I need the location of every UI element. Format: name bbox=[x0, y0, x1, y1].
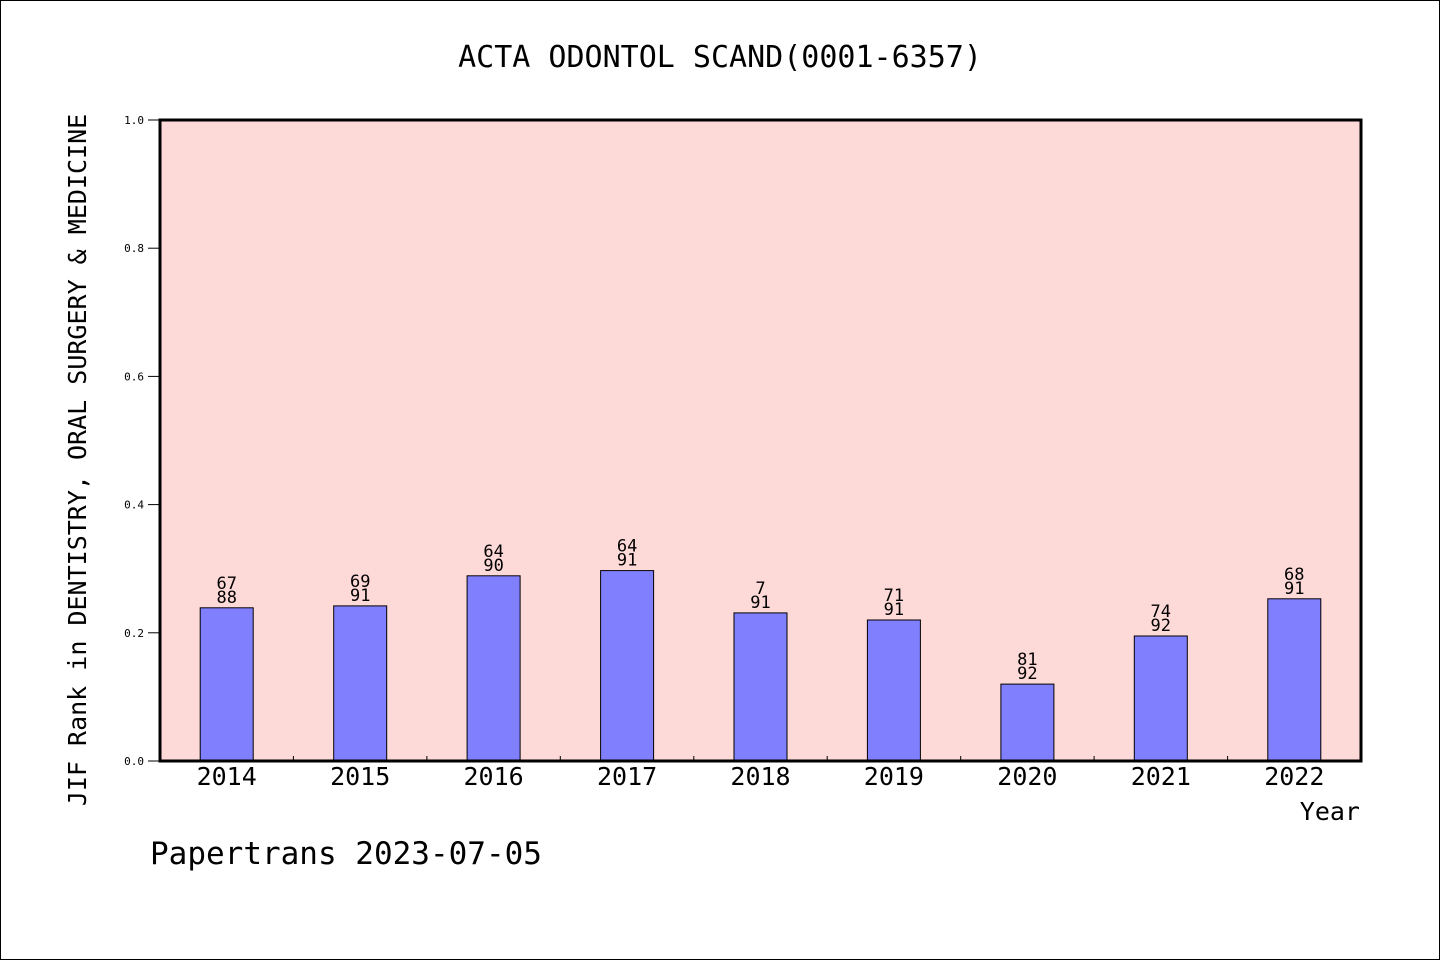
x-tick-label-2014: 2014 bbox=[197, 762, 257, 791]
bar-label-rank-2016: 64 bbox=[483, 542, 503, 562]
bar-label-rank-2020: 81 bbox=[1017, 650, 1037, 670]
bar-label-total-2015: 91 bbox=[350, 586, 370, 606]
bar-2020 bbox=[1000, 683, 1055, 762]
bar-label-total-2014: 88 bbox=[216, 588, 236, 608]
bar-label-total-2019: 91 bbox=[884, 600, 904, 620]
bar-label-rank-2014: 67 bbox=[216, 574, 236, 594]
bar-2014 bbox=[199, 607, 254, 762]
bar-2017 bbox=[600, 570, 655, 762]
x-tick-label-2015: 2015 bbox=[330, 762, 390, 791]
plot-frame bbox=[158, 118, 1363, 763]
bars-layer bbox=[199, 570, 1322, 762]
x-tick-label-2019: 2019 bbox=[864, 762, 924, 791]
bar-label-rank-2018: 7 bbox=[755, 579, 765, 599]
footer-credit: Papertrans 2023-07-05 bbox=[150, 836, 542, 872]
x-tick-label-2021: 2021 bbox=[1131, 762, 1191, 791]
bar-label-rank-2015: 69 bbox=[350, 572, 370, 592]
x-axis-label: Year bbox=[1300, 797, 1360, 826]
bar-label-total-2017: 91 bbox=[617, 551, 637, 571]
y-axis-ticks: 0.0 0.2 0.4 0.6 0.8 1.0 bbox=[124, 114, 160, 768]
x-tick-label-2016: 2016 bbox=[463, 762, 523, 791]
y-axis-label: JIF Rank in DENTISTRY, ORAL SURGERY & ME… bbox=[63, 114, 92, 806]
bar-label-rank-2017: 64 bbox=[617, 537, 637, 557]
y-tick-label: 0.8 bbox=[124, 242, 144, 255]
bar-label-total-2021: 92 bbox=[1151, 616, 1171, 636]
bar-2019 bbox=[866, 619, 921, 762]
y-tick-label: 0.0 bbox=[124, 755, 144, 768]
chart-title: ACTA ODONTOL SCAND(0001-6357) bbox=[458, 40, 982, 75]
bar-label-total-2018: 91 bbox=[750, 593, 770, 613]
bar-2022 bbox=[1267, 598, 1322, 762]
x-tick-label-2022: 2022 bbox=[1264, 762, 1324, 791]
x-tick-label-2017: 2017 bbox=[597, 762, 657, 791]
y-tick-label: 0.6 bbox=[124, 370, 144, 383]
bar-2016 bbox=[466, 575, 521, 762]
bar-2018 bbox=[733, 612, 788, 762]
bar-label-rank-2021: 74 bbox=[1151, 602, 1171, 622]
x-axis-ticks: 2014 2015 2016 2017 2018 2019 2020 2021 2022 bbox=[197, 756, 1324, 791]
y-tick-label: 1.0 bbox=[124, 114, 144, 127]
bar-label-total-2016: 90 bbox=[483, 556, 503, 576]
bar-2021 bbox=[1133, 635, 1188, 762]
bar-label-rank-2019: 71 bbox=[884, 586, 904, 606]
x-tick-label-2020: 2020 bbox=[997, 762, 1057, 791]
bar-2015 bbox=[333, 605, 388, 762]
bar-label-rank-2022: 68 bbox=[1284, 565, 1304, 585]
y-tick-label: 0.4 bbox=[124, 499, 144, 512]
bar-label-total-2022: 91 bbox=[1284, 579, 1304, 599]
y-tick-label: 0.2 bbox=[124, 627, 144, 640]
x-tick-label-2018: 2018 bbox=[730, 762, 790, 791]
bar-label-total-2020: 92 bbox=[1017, 664, 1037, 684]
